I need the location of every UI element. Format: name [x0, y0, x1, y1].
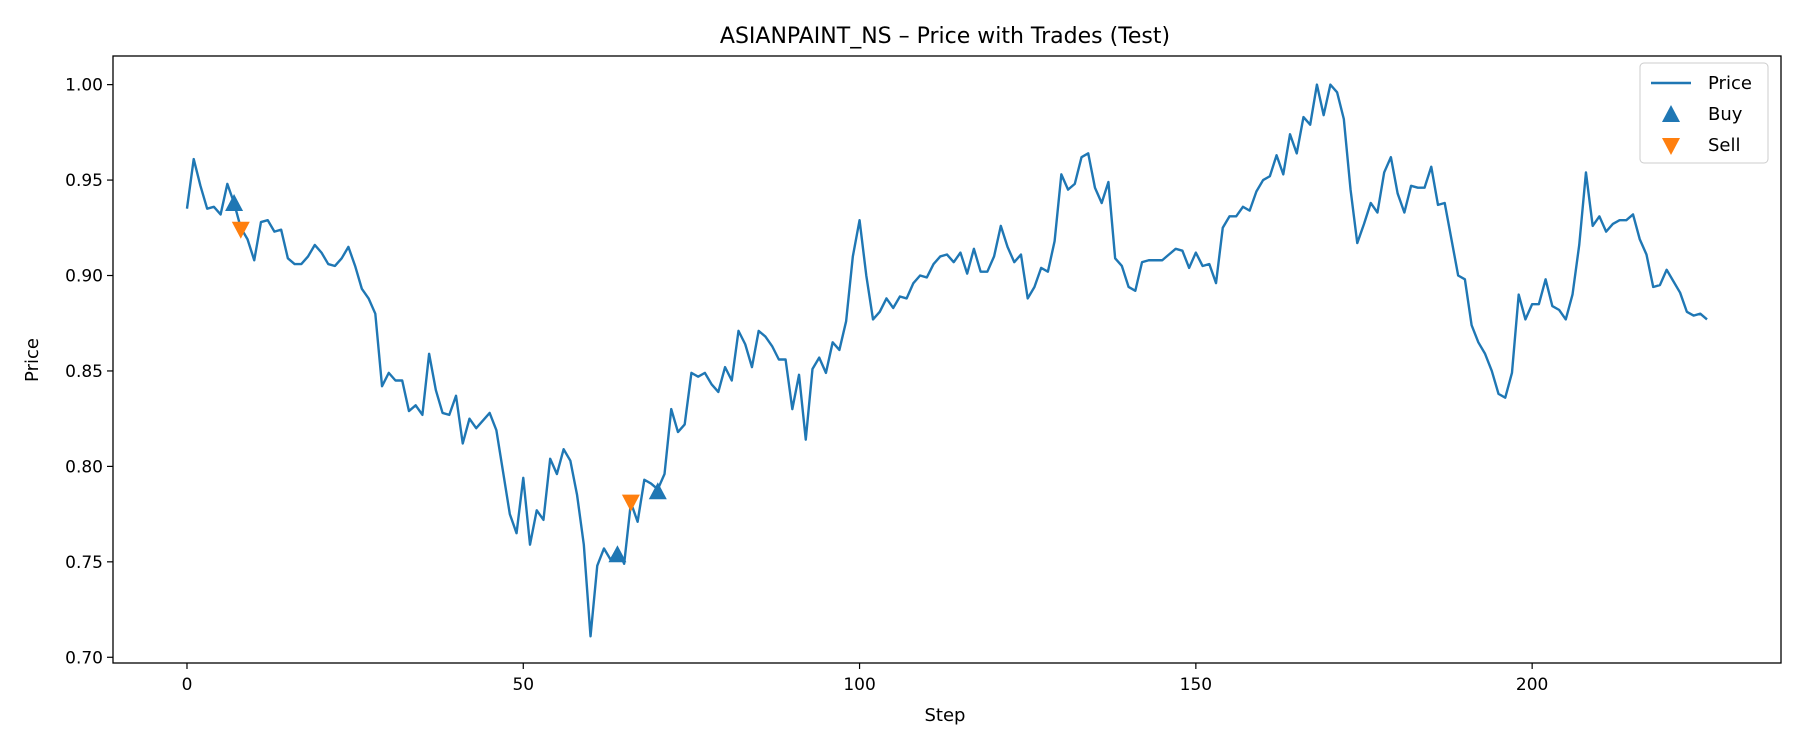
axes-frame [112, 55, 1782, 664]
y-tick-label: 0.85 [65, 362, 103, 382]
legend-sell-swatch [1662, 138, 1680, 155]
legend-price-label: Price [1708, 73, 1752, 94]
y-tick-label: 0.90 [65, 267, 103, 287]
x-tick-label: 0 [182, 675, 193, 695]
y-axis-label: Price [22, 338, 43, 382]
price-line [185, 83, 1708, 638]
x-tick-label: 150 [1180, 675, 1212, 695]
y-tick-label: 0.95 [65, 171, 103, 191]
legend-buy-swatch [1662, 105, 1680, 122]
chart-title: ASIANPAINT_NS – Price with Trades (Test) [720, 24, 1170, 49]
legend-buy-label: Buy [1708, 104, 1743, 125]
x-tick-label: 100 [843, 675, 875, 695]
x-tick-label: 50 [512, 675, 534, 695]
y-tick-label: 0.75 [65, 553, 103, 573]
x-axis: 0 50 100 150 200 [182, 663, 1548, 695]
buy-marker [225, 193, 244, 211]
y-tick-label: 0.70 [65, 648, 103, 668]
sell-marker [231, 221, 250, 239]
y-axis: 0.70 0.75 0.80 0.85 0.90 0.95 1.00 [65, 76, 113, 668]
x-tick-label: 200 [1516, 675, 1548, 695]
plot-area [185, 83, 1708, 638]
buy-marker [608, 545, 627, 563]
legend-sell-label: Sell [1708, 135, 1741, 156]
legend: Price Buy Sell [1639, 62, 1769, 164]
buy-marker [648, 482, 667, 500]
y-tick-label: 1.00 [65, 76, 103, 96]
x-axis-label: Step [925, 705, 966, 726]
y-tick-label: 0.80 [65, 457, 103, 477]
sell-marker [621, 494, 640, 512]
